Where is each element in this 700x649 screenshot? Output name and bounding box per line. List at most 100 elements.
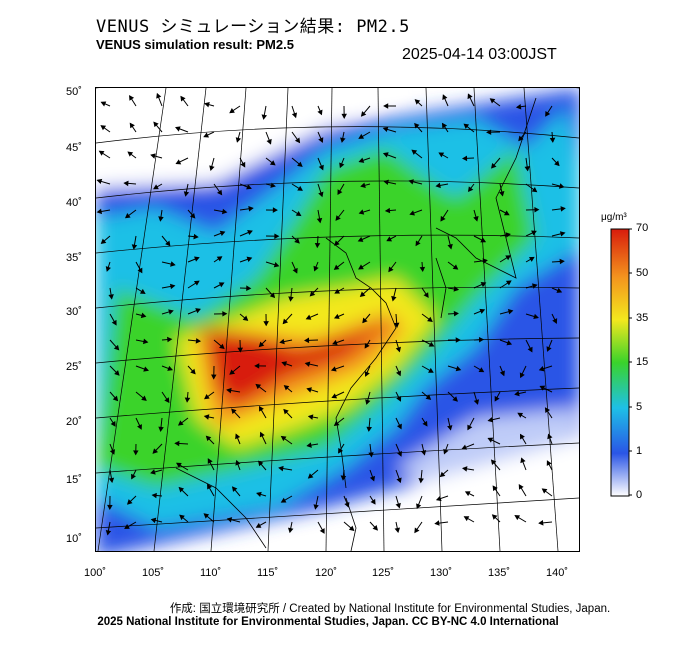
wind-vector-head <box>447 243 453 250</box>
wind-vector-head <box>467 424 473 431</box>
wind-vector-head <box>274 233 280 239</box>
wind-vector-head <box>464 491 471 497</box>
wind-vector-head <box>441 122 448 129</box>
wind-vector-head <box>137 424 142 430</box>
wind-vector-head <box>269 160 276 166</box>
wind-vector-head <box>169 283 176 290</box>
wind-vector-head <box>479 308 486 314</box>
wind-vector-head <box>105 530 112 536</box>
wind-vector-head <box>414 527 420 534</box>
wind-vector-head <box>178 486 185 493</box>
wind-vector-head <box>489 98 496 104</box>
wind-vector-head <box>305 314 312 320</box>
wind-vector-head <box>480 282 487 288</box>
wind-vector-head <box>491 514 498 520</box>
wind-vector-head <box>423 292 429 298</box>
wind-vector-head <box>226 387 232 394</box>
lon-label-140: 140˚ <box>546 567 569 579</box>
wind-vector-head <box>514 390 520 397</box>
wind-vector-head <box>237 347 244 353</box>
colorbar-label-15: 15 <box>636 356 649 368</box>
wind-vector-head <box>447 425 453 431</box>
wind-vector-head <box>455 337 461 343</box>
wind-vector-head <box>494 395 500 402</box>
wind-vector-head <box>383 103 389 109</box>
colorbar-label-50: 50 <box>636 267 649 279</box>
wind-vector-head <box>156 92 162 99</box>
wind-vector-head <box>151 492 157 499</box>
wind-vector-head <box>384 207 391 214</box>
wind-vector-head <box>150 153 156 159</box>
wind-vector-head <box>333 313 340 319</box>
wind-vector-head <box>318 164 324 171</box>
wind-vector-head <box>369 475 376 482</box>
wind-vector-head <box>158 426 164 432</box>
wind-vector-head <box>254 363 260 369</box>
lat-label-20: 20˚ <box>66 416 82 428</box>
wind-vector-head <box>319 528 325 534</box>
wind-vector-head <box>396 451 402 457</box>
wind-vector-head <box>273 262 280 268</box>
wind-vector-head <box>313 265 319 272</box>
wind-vector-head <box>382 152 389 158</box>
wind-vector-head <box>248 206 254 212</box>
wind-vector-head <box>133 450 139 456</box>
wind-vector-head <box>123 180 129 187</box>
wind-vector-head <box>524 165 530 172</box>
wind-vector-head <box>480 237 487 243</box>
wind-vector-head <box>505 232 511 238</box>
wind-vector-head <box>337 189 343 195</box>
wind-vector-head <box>96 208 103 215</box>
wind-vector-head <box>294 238 300 244</box>
wind-vector-head <box>255 383 262 390</box>
wind-vector-head <box>425 394 432 400</box>
wind-vector-head <box>231 486 238 492</box>
lat-label-50: 50˚ <box>66 86 82 98</box>
wind-vector-head <box>438 152 445 158</box>
wind-vector-head <box>428 367 434 373</box>
wind-vector-head <box>303 337 310 344</box>
wind-vector-head <box>280 435 287 442</box>
wind-vector-head <box>282 318 289 325</box>
wind-vector-head <box>463 516 470 522</box>
colorbar <box>610 228 632 497</box>
colorbar-unit: μg/m³ <box>601 212 627 223</box>
wind-vector-head <box>505 255 511 261</box>
colorbar-label-35: 35 <box>636 312 649 324</box>
wind-vector-head <box>360 182 366 188</box>
wind-vector-head <box>463 123 470 129</box>
wind-vector-head <box>131 473 136 480</box>
wind-vector-head <box>411 149 418 155</box>
wind-vector-head <box>360 111 367 117</box>
wind-vector-head <box>100 238 107 244</box>
wind-vector-head <box>538 520 544 526</box>
wind-vector-head <box>332 339 338 346</box>
lat-label-30: 30˚ <box>66 306 82 318</box>
wind-vector-head <box>388 266 394 273</box>
wind-vector-head <box>195 338 202 344</box>
wind-vector-head <box>295 211 302 217</box>
wind-vector-head <box>226 517 233 523</box>
wind-vector-head <box>229 369 236 375</box>
wind-vector-head <box>189 212 196 219</box>
wind-vector-head <box>170 261 176 267</box>
wind-vector-head <box>229 107 235 114</box>
wind-vector-head <box>287 527 294 534</box>
wind-vector-head <box>538 366 545 372</box>
wind-vector-head <box>461 155 468 162</box>
wind-vector-head <box>453 286 460 292</box>
wind-vector-head <box>193 280 200 286</box>
wind-vector-head <box>137 267 143 274</box>
pm25-map[interactable] <box>95 87 580 552</box>
wind-vector-head <box>283 385 290 391</box>
wind-vector-head <box>368 452 374 458</box>
wind-vector-head <box>309 290 316 297</box>
wind-vector-head <box>364 342 370 349</box>
wind-vector-head <box>113 344 120 351</box>
wind-vector-head <box>258 341 265 348</box>
wind-vector-head <box>258 405 264 412</box>
credit-line: 作成: 国立環境研究所 / Created by National Instit… <box>169 603 611 615</box>
wind-vector-head <box>292 267 298 274</box>
wind-vector-head <box>207 458 213 464</box>
wind-vector-head <box>242 315 249 321</box>
